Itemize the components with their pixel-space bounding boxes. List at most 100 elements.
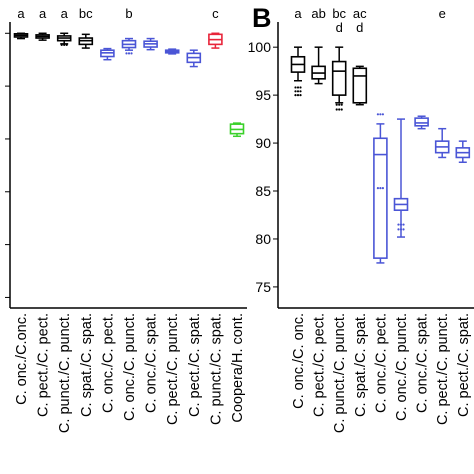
y-tick-label: 95 [255, 87, 271, 103]
category-label: C. punct./C. punct. [332, 313, 348, 433]
box-6 [143, 37, 158, 51]
y-tick-label: 80 [255, 231, 271, 247]
category-label: C. spat./C. spat. [353, 313, 369, 417]
outlier-point [60, 43, 63, 47]
box-4 [100, 47, 115, 61]
category-label: C. onc./C. spat. [415, 313, 431, 413]
outlier-point [399, 223, 403, 226]
box-1: a [35, 6, 50, 41]
significance-label: a [61, 6, 69, 21]
box-2: a [56, 6, 72, 47]
category-label: Coopera/H. cont. [230, 313, 246, 423]
box-7 [164, 48, 180, 55]
box-7: e [434, 6, 450, 159]
box-1: ab [311, 6, 326, 85]
category-label: C. onc./C. spat. [144, 313, 160, 413]
significance-label: ac [353, 6, 367, 21]
outlier-point [379, 113, 382, 116]
significance-label: bc [79, 6, 93, 21]
outlier-point [130, 52, 133, 55]
category-label: C. punct./C. spat. [208, 313, 224, 425]
box-8 [186, 49, 202, 68]
category-label: C. onc./C. pect. [373, 313, 389, 413]
significance-label: d [336, 20, 343, 35]
category-label: C. pect./C. spat. [456, 313, 472, 417]
significance-label: a [17, 6, 25, 21]
significance-label: b [125, 6, 132, 21]
box-8 [455, 140, 471, 163]
outlier-point [65, 43, 68, 47]
outlier-point [299, 94, 302, 97]
category-label: C. spat./C. spat. [79, 313, 95, 417]
significance-label: d [356, 20, 363, 35]
chart-panel-0: a C. onc./C.onc. a C. pect./C. pect. a C. pun… [5, 6, 247, 433]
category-label: C. punct./C. punct. [57, 313, 73, 433]
outlier-point [335, 108, 338, 111]
significance-label: ab [311, 6, 325, 21]
outlier-point [340, 108, 343, 111]
outlier-point [376, 187, 379, 190]
outlier-point [335, 103, 338, 106]
outlier-point [125, 52, 128, 55]
category-label: C. pect./C. pect. [312, 313, 328, 417]
category-label: C. onc./C. pect. [100, 313, 116, 413]
box-0: a [13, 6, 29, 40]
outlier-point [63, 43, 66, 47]
outlier-point [338, 103, 341, 106]
significance-label: a [294, 6, 302, 21]
outlier-point [381, 113, 384, 116]
box-4 [373, 113, 388, 264]
outlier-point [399, 228, 403, 231]
category-label: C. onc./C. onc. [291, 313, 307, 409]
y-tick-label: 100 [248, 39, 272, 55]
box-5: b [121, 6, 137, 55]
outlier-point [381, 187, 384, 190]
outlier-point [294, 86, 297, 89]
category-label: C. pect./C. punct. [435, 313, 451, 425]
outlier-point [397, 228, 400, 231]
outlier-point [296, 94, 300, 97]
box-body [414, 117, 429, 127]
outlier-point [379, 187, 382, 190]
outlier-point [299, 86, 302, 89]
box-6 [414, 115, 429, 130]
category-label: C. pect./C. spat. [187, 313, 203, 417]
box-3: bc [78, 6, 93, 49]
box-body [373, 137, 388, 259]
outlier-point [299, 90, 302, 93]
box-2: bcd [331, 6, 347, 111]
outlier-point [397, 223, 400, 226]
outlier-point [296, 90, 300, 93]
outlier-point [338, 108, 341, 111]
panel-label: B [252, 3, 272, 33]
outlier-point [376, 113, 379, 116]
category-label: C. onc./C. punct. [122, 313, 138, 421]
box-10 [229, 122, 245, 138]
category-label: C. pect./C. pect. [36, 313, 52, 417]
box-body [331, 60, 347, 96]
outlier-point [127, 52, 131, 55]
category-label: C. onc./C.onc. [14, 313, 30, 405]
outlier-point [402, 223, 405, 226]
box-9: c [208, 6, 223, 49]
y-tick-label: 90 [255, 135, 271, 151]
y-tick-label: 75 [255, 279, 271, 295]
significance-label: e [439, 6, 446, 21]
box-5 [393, 118, 409, 238]
category-label: C. onc./C. punct. [394, 313, 410, 421]
outlier-point [402, 228, 405, 231]
chart-panel-1: 75 80 85 90 95 100 B a C. onc./C. onc. ab C. pect.… [248, 3, 474, 433]
y-tick-label: 85 [255, 183, 271, 199]
box-0: a [290, 6, 306, 97]
box-3: acd [352, 6, 368, 106]
box-body [352, 67, 368, 104]
outlier-point [296, 86, 300, 89]
outlier-point [294, 90, 297, 93]
significance-label: bc [332, 6, 346, 21]
outlier-point [340, 103, 343, 106]
outlier-point [294, 94, 297, 97]
significance-label: c [212, 6, 219, 21]
significance-label: a [39, 6, 47, 21]
category-label: C. pect./C. punct. [165, 313, 181, 425]
